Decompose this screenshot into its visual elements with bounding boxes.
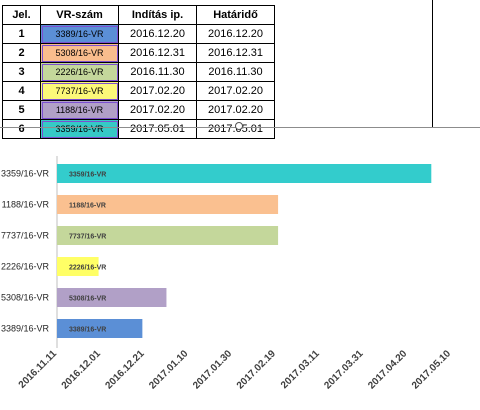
cell-hatarido[interactable]: 2017.02.20: [196, 81, 275, 101]
table-row: 5 1188/16-VR 2017.02.20 2017.02.20: [2, 100, 275, 120]
cell-vr-szam[interactable]: 2226/16-VR: [40, 62, 119, 82]
chart-bar[interactable]: [57, 288, 167, 307]
cell-hatarido[interactable]: 2017.02.20: [196, 100, 275, 120]
table-row: 3 2226/16-VR 2016.11.30 2016.11.30: [2, 62, 275, 82]
y-tick-label: 7737/16-VR: [1, 231, 50, 241]
x-tick-label: 2016.12.21: [103, 348, 146, 391]
x-tick-label: 2016.11.11: [17, 348, 60, 391]
gantt-bar-chart[interactable]: 3359/16-VR 3359/16-VR 1188/16-VR 1188/16-VR…: [0, 128, 480, 410]
chart-bar[interactable]: [57, 257, 99, 276]
bar-data-label: 3359/16-VR: [69, 172, 106, 179]
sheet-gridline-vertical: [432, 0, 433, 127]
cell-vr-szam[interactable]: 1188/16-VR: [40, 100, 119, 120]
x-tick-label: 2017.05.10: [410, 348, 453, 391]
cell-inditas[interactable]: 2017.02.20: [118, 100, 197, 120]
chart-bar[interactable]: [57, 164, 432, 183]
cell-vr-szam[interactable]: 5308/16-VR: [40, 43, 119, 63]
cell-jel[interactable]: 2: [2, 43, 41, 63]
table-row: 2 5308/16-VR 2016.12.31 2016.12.31: [2, 43, 275, 63]
column-header-hatarido[interactable]: Határidő: [196, 5, 275, 25]
chart-resize-handle[interactable]: [235, 122, 243, 130]
y-tick-label: 3389/16-VR: [1, 324, 50, 334]
table-row: 1 3389/16-VR 2016.12.20 2016.12.20: [2, 24, 275, 44]
x-tick-label: 2017.01.30: [191, 348, 234, 391]
cell-inditas[interactable]: 2017.05.01: [118, 119, 197, 139]
x-tick-label: 2016.12.01: [60, 348, 103, 391]
x-tick-label: 2017.02.19: [235, 348, 278, 391]
bar-data-label: 3389/16-VR: [69, 327, 106, 334]
chart-bar[interactable]: [57, 319, 143, 338]
y-tick-label: 1188/16-VR: [2, 200, 50, 210]
cell-inditas[interactable]: 2016.12.31: [118, 43, 197, 63]
cell-jel[interactable]: 5: [2, 100, 41, 120]
bar-data-label: 2226/16-VR: [69, 265, 106, 272]
cell-jel[interactable]: 1: [2, 24, 41, 44]
table-header-row: Jel. VR-szám Indítás ip. Határidő: [2, 5, 275, 25]
source-data-table: Jel. VR-szám Indítás ip. Határidő 1 3389/…: [2, 5, 275, 139]
cell-hatarido[interactable]: 2016.12.20: [196, 24, 275, 44]
cell-vr-szam[interactable]: 3359/16-VR: [40, 119, 119, 139]
cell-jel[interactable]: 6: [2, 119, 41, 139]
y-tick-label: 2226/16-VR: [1, 262, 50, 272]
x-tick-label: 2017.04.20: [366, 348, 409, 391]
x-tick-label: 2017.01.10: [147, 348, 190, 391]
cell-vr-szam[interactable]: 3389/16-VR: [40, 24, 119, 44]
bar-data-label: 5308/16-VR: [69, 296, 106, 303]
cell-inditas[interactable]: 2017.02.20: [118, 81, 197, 101]
cell-hatarido[interactable]: 2016.12.31: [196, 43, 275, 63]
chart-area[interactable]: 3359/16-VR 3359/16-VR 1188/16-VR 1188/16-VR…: [0, 128, 480, 410]
cell-vr-szam[interactable]: 7737/16-VR: [40, 81, 119, 101]
chart-bar[interactable]: [57, 226, 279, 245]
cell-inditas[interactable]: 2016.11.30: [118, 62, 197, 82]
cell-jel[interactable]: 3: [2, 62, 41, 82]
cell-hatarido[interactable]: 2016.11.30: [196, 62, 275, 82]
bar-data-label: 1188/16-VR: [69, 203, 106, 210]
cell-jel[interactable]: 4: [2, 81, 41, 101]
cell-inditas[interactable]: 2016.12.20: [118, 24, 197, 44]
column-header-inditas[interactable]: Indítás ip.: [118, 5, 197, 25]
y-tick-label: 3359/16-VR: [1, 169, 50, 179]
x-tick-label: 2017.03.31: [322, 348, 365, 391]
column-header-jel[interactable]: Jel.: [2, 5, 41, 25]
x-tick-label: 2017.03.11: [279, 348, 322, 391]
bar-data-label: 7737/16-VR: [69, 234, 106, 241]
column-header-vr-szam[interactable]: VR-szám: [40, 5, 119, 25]
table-row: 4 7737/16-VR 2017.02.20 2017.02.20: [2, 81, 275, 101]
chart-bar[interactable]: [57, 195, 279, 214]
y-tick-label: 5308/16-VR: [1, 293, 50, 303]
